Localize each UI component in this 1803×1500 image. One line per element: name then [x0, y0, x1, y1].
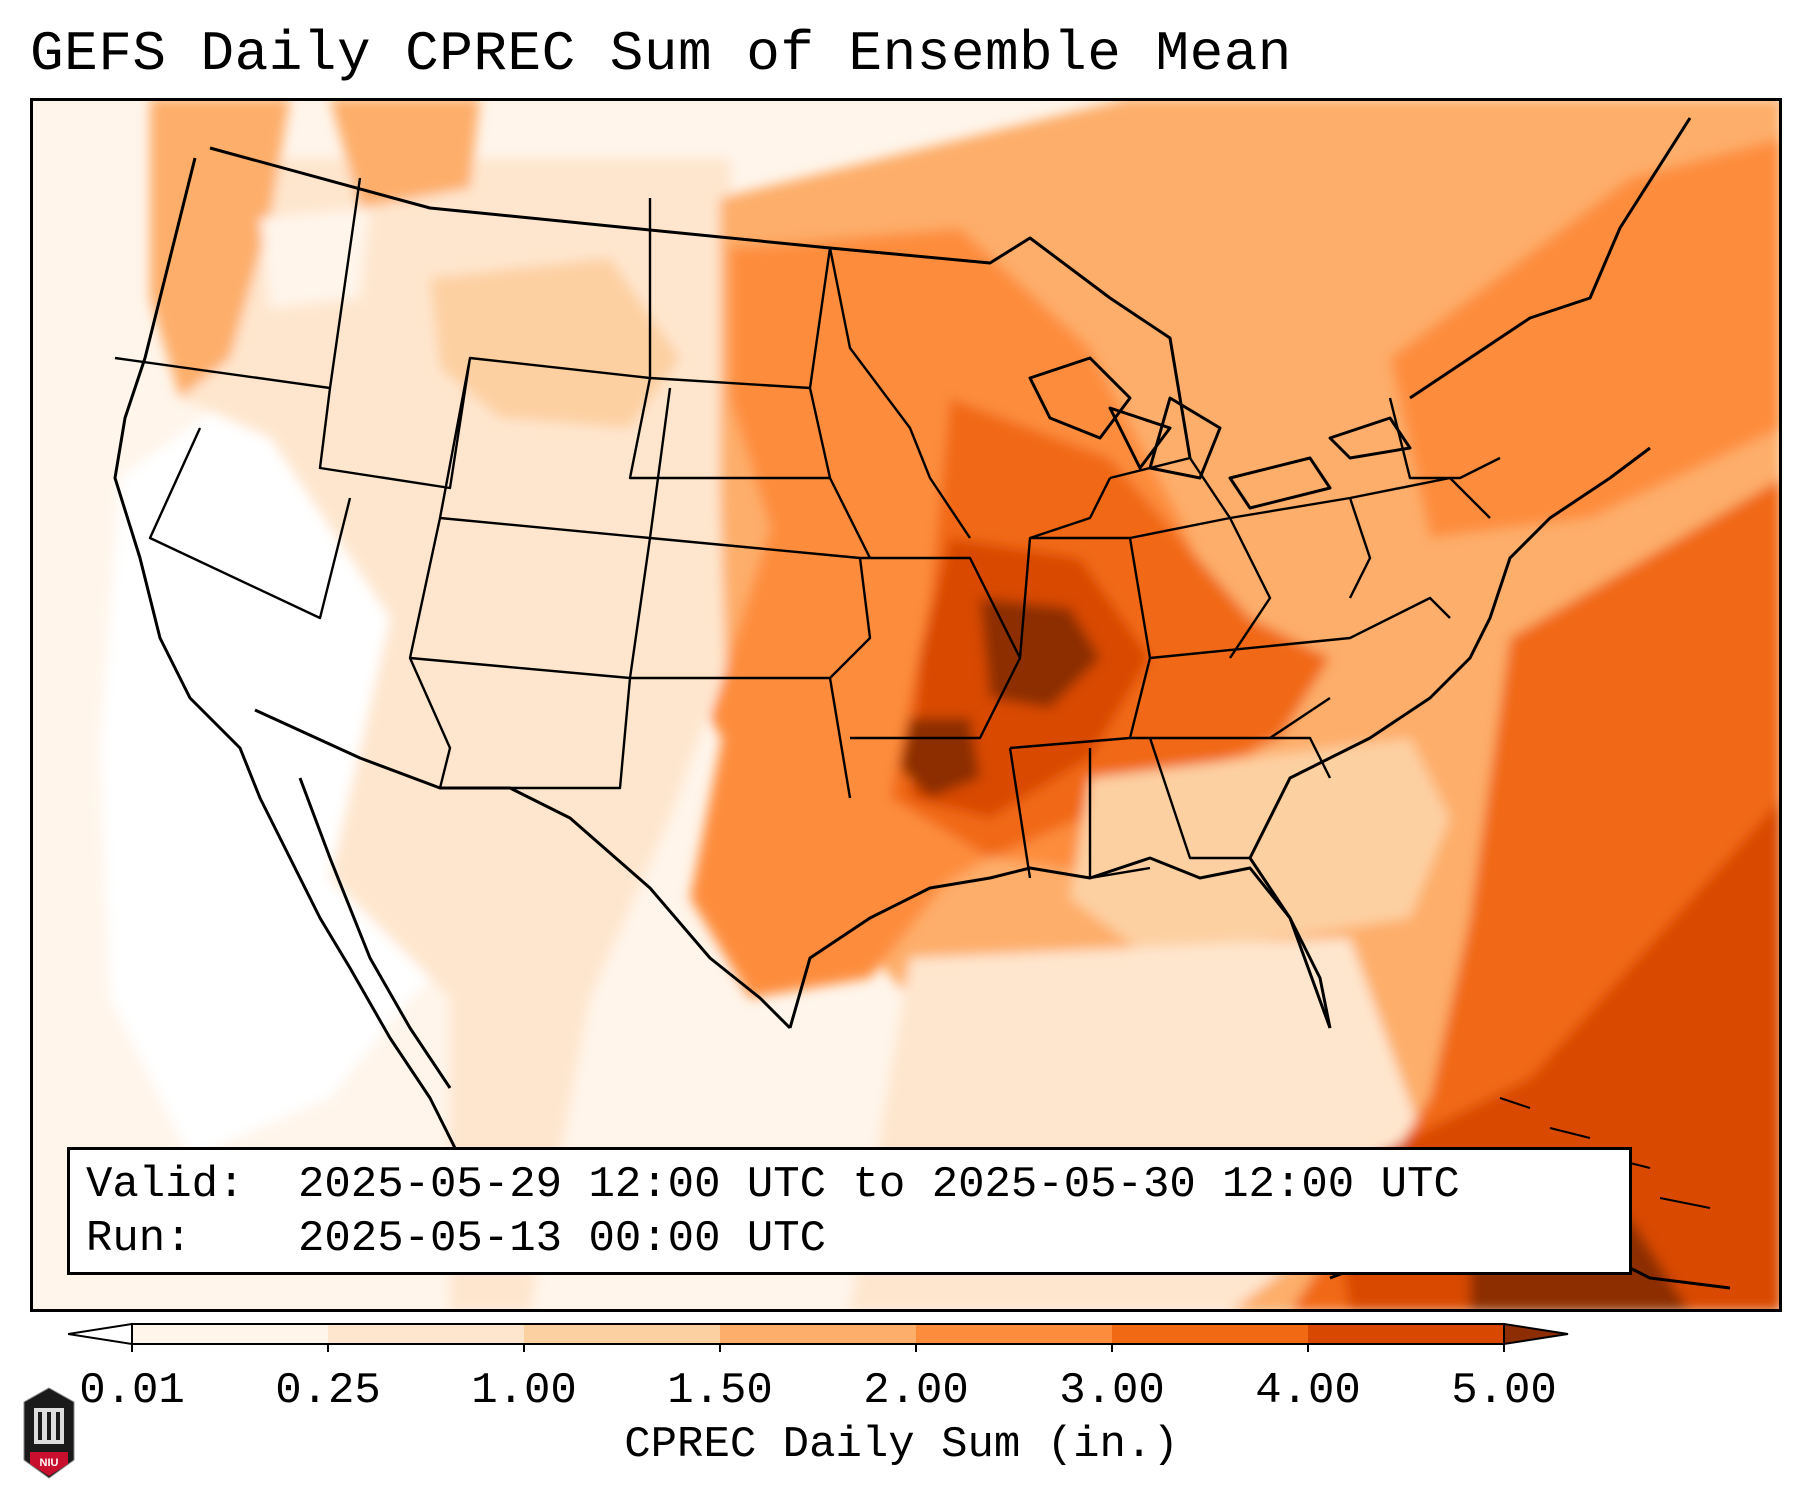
logo-text: NIU	[40, 1457, 59, 1469]
valid-value: 2025-05-29 12:00 UTC to 2025-05-30 12:00…	[298, 1160, 1460, 1210]
colorbar-label: CPREC Daily Sum (in.)	[624, 1420, 1179, 1470]
colorbar-tick-label: 0.25	[275, 1366, 381, 1416]
map-border	[30, 98, 1782, 1312]
colorbar-outline	[131, 1323, 1505, 1345]
validity-info-box: Valid: 2025-05-29 12:00 UTC to 2025-05-3…	[67, 1147, 1632, 1275]
precip-area-n-rockies	[430, 258, 680, 428]
us-canada-border	[209, 146, 1192, 459]
niu-logo-icon: NIU	[23, 1387, 75, 1479]
colorbar-under-extension	[67, 1322, 133, 1346]
precip-area-southeast	[1070, 738, 1450, 958]
run-value: 2025-05-13 00:00 UTC	[298, 1214, 827, 1264]
colorbar-bin	[720, 1324, 917, 1344]
us-canada-border-east	[1409, 117, 1692, 400]
precip-field	[100, 98, 1782, 1312]
run-label: Run:	[86, 1214, 192, 1264]
colorbar-tick-label: 0.01	[79, 1366, 185, 1416]
coastlines-and-borders	[113, 117, 1731, 1290]
colorbar-bin	[1112, 1324, 1309, 1344]
precip-map	[30, 98, 1782, 1312]
precip-area-pnw	[150, 98, 290, 398]
colorbar-svg: 0.01 0.25 1.00 1.50 2.00 3.00 4.00 5.00	[67, 1322, 1569, 1416]
precip-area-west-light	[150, 158, 750, 1312]
colorbar-tick-label: 5.00	[1451, 1366, 1557, 1416]
baja-coastline	[298, 777, 452, 1089]
colorbar-over-extension	[1503, 1322, 1569, 1346]
west-coastline	[113, 157, 462, 1159]
precip-area-nw-interior	[330, 98, 480, 208]
great-lakes	[1028, 356, 1412, 510]
colorbar-bin	[916, 1324, 1113, 1344]
niu-logo: NIU	[20, 1386, 78, 1482]
colorbar-tick-label: 2.00	[863, 1366, 969, 1416]
colorbar-bin	[328, 1324, 525, 1344]
precip-area-texas	[690, 698, 950, 998]
us-mexico-border	[254, 708, 792, 1030]
valid-label: Valid:	[86, 1160, 245, 1210]
colorbar-bin	[1308, 1324, 1505, 1344]
colorbar-bin	[132, 1324, 329, 1344]
precip-area-nw-patch	[260, 208, 370, 308]
colorbar-tick-label: 1.00	[471, 1366, 577, 1416]
bahamas-islands	[1499, 1097, 1711, 1209]
atlantic-coastline	[1248, 446, 1651, 1029]
colorbar-tick-label: 4.00	[1255, 1366, 1361, 1416]
colorbar-tick-label: 3.00	[1059, 1366, 1165, 1416]
precip-area-northeast	[1390, 138, 1782, 538]
state-lines	[114, 177, 1501, 880]
map-title: GEFS Daily CPREC Sum of Ensemble Mean	[30, 22, 1292, 86]
colorbar: 0.01 0.25 1.00 1.50 2.00 3.00 4.00 5.00	[67, 1312, 1740, 1416]
colorbar-tick-label: 1.50	[667, 1366, 773, 1416]
colorbar-bin	[524, 1324, 721, 1344]
run-line: Run: 2025-05-13 00:00 UTC	[86, 1212, 1613, 1266]
precip-map-svg	[30, 98, 1782, 1312]
valid-line: Valid: 2025-05-29 12:00 UTC to 2025-05-3…	[86, 1158, 1613, 1212]
